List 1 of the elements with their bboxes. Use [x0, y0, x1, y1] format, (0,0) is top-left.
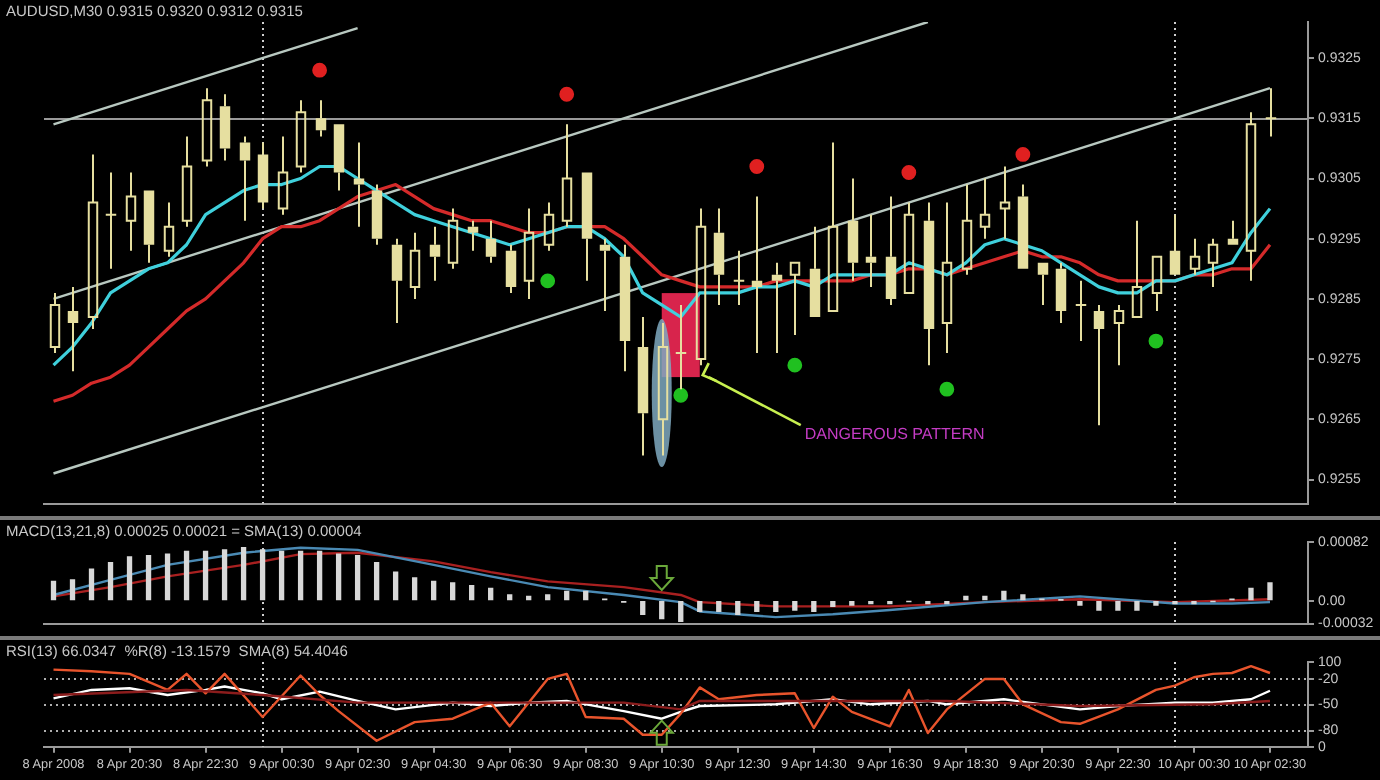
annotation: DANGEROUS PATTERN: [804, 425, 986, 444]
